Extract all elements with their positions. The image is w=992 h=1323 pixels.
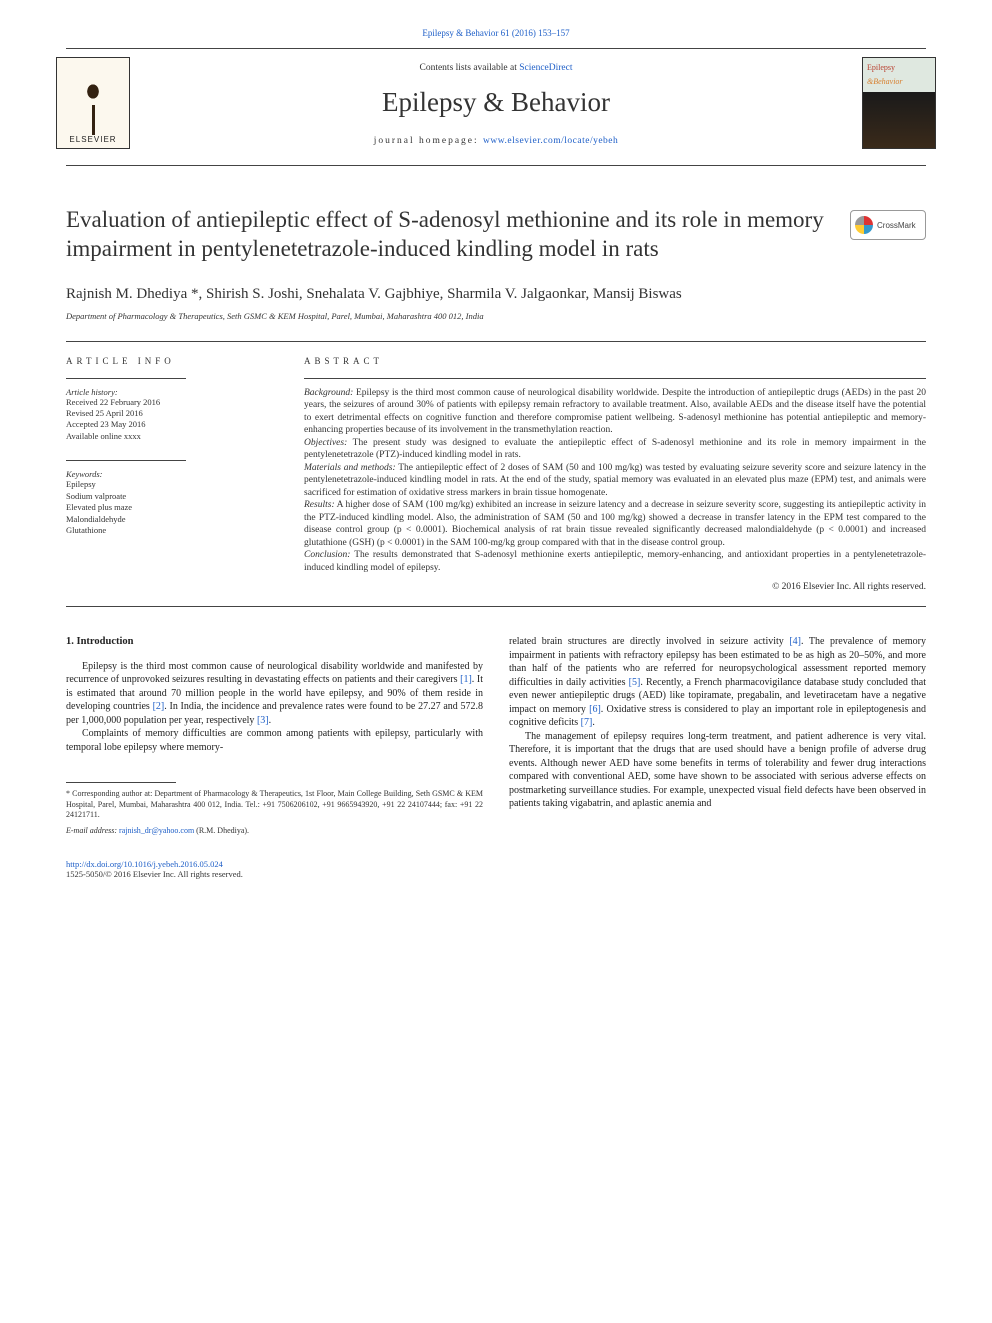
abstract-column: ABSTRACT Background: Epilepsy is the thi… — [286, 342, 926, 607]
keyword: Elevated plus maze — [66, 502, 268, 513]
history-label: Article history: — [66, 387, 268, 397]
issn-copyright: 1525-5050/© 2016 Elsevier Inc. All right… — [66, 869, 243, 879]
email-line: E-mail address: rajnish_dr@yahoo.com (R.… — [66, 826, 483, 836]
ref-link[interactable]: [2] — [153, 701, 165, 712]
keyword: Epilepsy — [66, 479, 268, 490]
doi-link[interactable]: http://dx.doi.org/10.1016/j.yebeh.2016.0… — [66, 859, 223, 869]
article-info-head: ARTICLE INFO — [66, 356, 268, 366]
history-accepted: Accepted 23 May 2016 — [66, 419, 268, 430]
authors-line: Rajnish M. Dhediya *, Shirish S. Joshi, … — [66, 286, 926, 303]
journal-header: ELSEVIER Epilepsy &Behavior Contents lis… — [66, 48, 926, 166]
keyword: Glutathione — [66, 525, 268, 536]
sciencedirect-link[interactable]: ScienceDirect — [519, 63, 572, 73]
ref-link[interactable]: [4] — [789, 636, 801, 647]
abstract-methods: Materials and methods: The antiepileptic… — [304, 462, 926, 500]
info-rule — [66, 378, 186, 379]
ref-link[interactable]: [7] — [581, 717, 593, 728]
journal-name: Epilepsy & Behavior — [66, 87, 926, 118]
body-column-right: related brain structures are directly in… — [509, 635, 926, 836]
elsevier-logo[interactable]: ELSEVIER — [56, 57, 130, 149]
abstract-rule — [304, 378, 926, 379]
ref-link[interactable]: [5] — [629, 677, 641, 688]
journal-cover-thumbnail[interactable]: Epilepsy &Behavior — [862, 57, 936, 149]
intro-para-4: The management of epilepsy requires long… — [509, 730, 926, 811]
elsevier-label: ELSEVIER — [69, 135, 116, 148]
elsevier-tree-icon — [68, 75, 118, 135]
history-revised: Revised 25 April 2016 — [66, 408, 268, 419]
abstract-head: ABSTRACT — [304, 356, 926, 366]
abstract-copyright: © 2016 Elsevier Inc. All rights reserved… — [304, 582, 926, 592]
history-online: Available online xxxx — [66, 431, 268, 442]
contents-available: Contents lists available at ScienceDirec… — [66, 63, 926, 73]
abstract-background: Background: Epilepsy is the third most c… — [304, 387, 926, 437]
keyword: Sodium valproate — [66, 491, 268, 502]
homepage-link[interactable]: www.elsevier.com/locate/yebeh — [483, 136, 618, 146]
abstract-conclusion: Conclusion: The results demonstrated tha… — [304, 549, 926, 574]
keywords-rule — [66, 460, 186, 461]
cover-title-line2: &Behavior — [863, 72, 935, 86]
corresponding-author: * Corresponding author at: Department of… — [66, 789, 483, 820]
article-title: Evaluation of antiepileptic effect of S-… — [66, 206, 926, 264]
ref-link[interactable]: [1] — [460, 674, 472, 685]
abstract-results: Results: A higher dose of SAM (100 mg/kg… — [304, 499, 926, 549]
email-link[interactable]: rajnish_dr@yahoo.com — [119, 826, 194, 835]
body-column-left: 1. Introduction Epilepsy is the third mo… — [66, 635, 483, 836]
keywords-label: Keywords: — [66, 469, 268, 479]
ref-link[interactable]: [6] — [589, 704, 601, 715]
history-received: Received 22 February 2016 — [66, 397, 268, 408]
journal-citation[interactable]: Epilepsy & Behavior 61 (2016) 153–157 — [0, 0, 992, 38]
intro-para-1: Epilepsy is the third most common cause … — [66, 660, 483, 728]
page-footer: http://dx.doi.org/10.1016/j.yebeh.2016.0… — [66, 859, 926, 879]
journal-homepage: journal homepage: www.elsevier.com/locat… — [66, 136, 926, 146]
footnote-rule — [66, 782, 176, 783]
affiliation: Department of Pharmacology & Therapeutic… — [66, 311, 926, 321]
intro-para-3: related brain structures are directly in… — [509, 635, 926, 730]
section-heading-introduction: 1. Introduction — [66, 635, 483, 649]
article-info-column: ARTICLE INFO Article history: Received 2… — [66, 342, 286, 607]
cover-title-line1: Epilepsy — [863, 58, 935, 72]
keyword: Malondialdehyde — [66, 514, 268, 525]
intro-para-2: Complaints of memory difficulties are co… — [66, 727, 483, 754]
abstract-objectives: Objectives: The present study was design… — [304, 437, 926, 462]
crossmark-badge[interactable]: CrossMark — [850, 210, 926, 240]
ref-link[interactable]: [3] — [257, 715, 269, 726]
